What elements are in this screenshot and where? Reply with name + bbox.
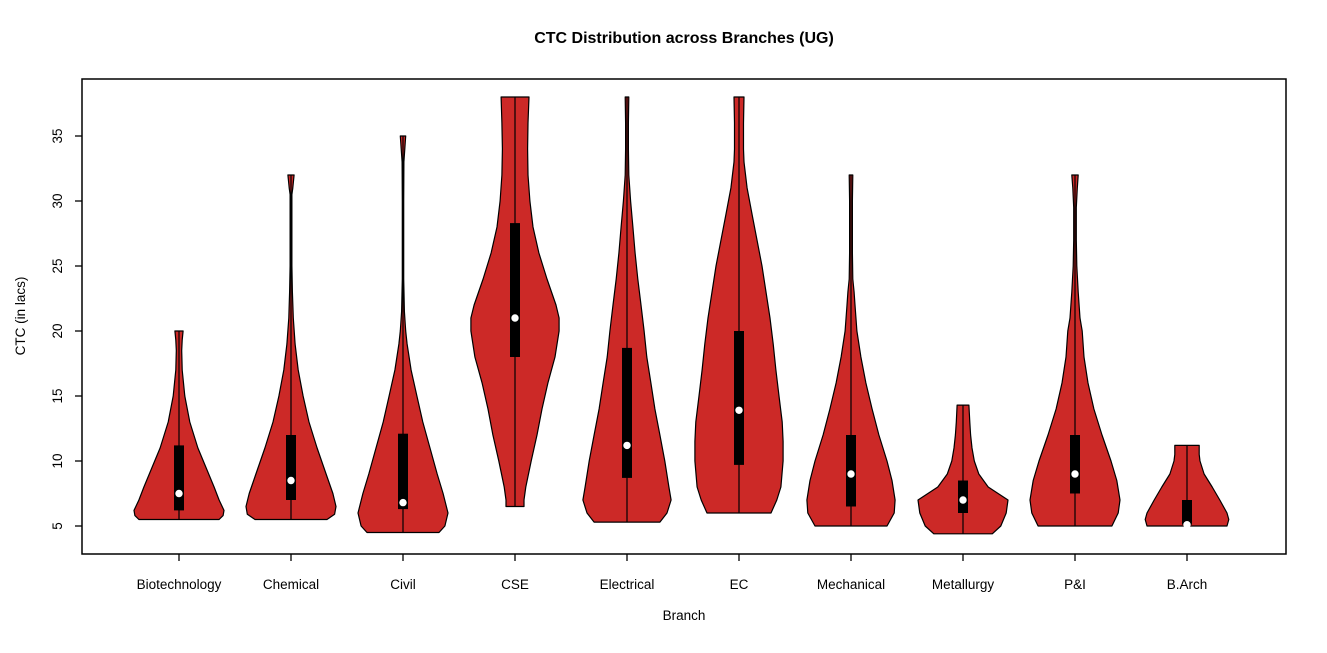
y-tick-label: 10 — [50, 453, 65, 468]
median-dot — [1071, 470, 1079, 478]
y-axis: 5 10 15 20 25 30 35 — [50, 128, 82, 530]
x-tick-label: EC — [730, 577, 749, 592]
x-tick-label: P&I — [1064, 577, 1086, 592]
x-tick-label: Biotechnology — [137, 577, 222, 592]
violin-b-arch — [1144, 444, 1230, 529]
iqr-box — [286, 435, 296, 500]
x-tick-label: Civil — [390, 577, 416, 592]
iqr-box — [734, 331, 744, 465]
y-tick-label: 15 — [50, 388, 65, 403]
iqr-box — [174, 445, 184, 511]
median-dot — [1183, 521, 1191, 529]
violin-ec — [694, 96, 784, 514]
iqr-box — [1070, 435, 1080, 494]
x-tick-label: B.Arch — [1167, 577, 1208, 592]
iqr-box — [622, 347, 632, 478]
y-tick-label: 30 — [50, 193, 65, 208]
y-tick-label: 25 — [50, 258, 65, 273]
x-axis: Biotechnology Chemical Civil CSE Electrical E… — [137, 554, 1208, 592]
median-dot — [287, 476, 295, 485]
violin-electrical — [582, 96, 672, 523]
violin-metallurgy — [917, 404, 1009, 535]
violins-layer — [133, 96, 1230, 535]
violin-biotechnology — [133, 330, 225, 521]
chart-title: CTC Distribution across Branches (UG) — [534, 30, 834, 47]
y-tick-label: 35 — [50, 128, 65, 143]
iqr-box — [398, 433, 408, 510]
x-tick-label: Mechanical — [817, 577, 885, 592]
iqr-box — [510, 223, 520, 357]
violin-cse — [470, 96, 560, 508]
median-dot — [847, 470, 855, 478]
x-tick-label: Chemical — [263, 577, 319, 592]
plot-border — [81, 78, 1287, 555]
median-dot — [399, 498, 407, 507]
median-dot — [623, 441, 631, 450]
violin-mechanical — [806, 174, 896, 527]
violin-chemical — [245, 174, 337, 521]
x-tick-label: Metallurgy — [932, 577, 995, 592]
median-dot — [959, 496, 967, 504]
y-axis-label: CTC (in lacs) — [13, 277, 28, 356]
y-tick-label: 20 — [50, 323, 65, 338]
x-tick-label: CSE — [501, 577, 529, 592]
violin-civil — [357, 135, 449, 534]
violin-p-i — [1029, 174, 1121, 527]
iqr-box — [1182, 500, 1192, 525]
x-axis-label: Branch — [663, 608, 706, 623]
y-tick-label: 5 — [50, 522, 65, 530]
median-dot — [511, 314, 519, 322]
median-dot — [735, 406, 743, 414]
x-tick-label: Electrical — [600, 577, 655, 592]
median-dot — [175, 489, 183, 498]
